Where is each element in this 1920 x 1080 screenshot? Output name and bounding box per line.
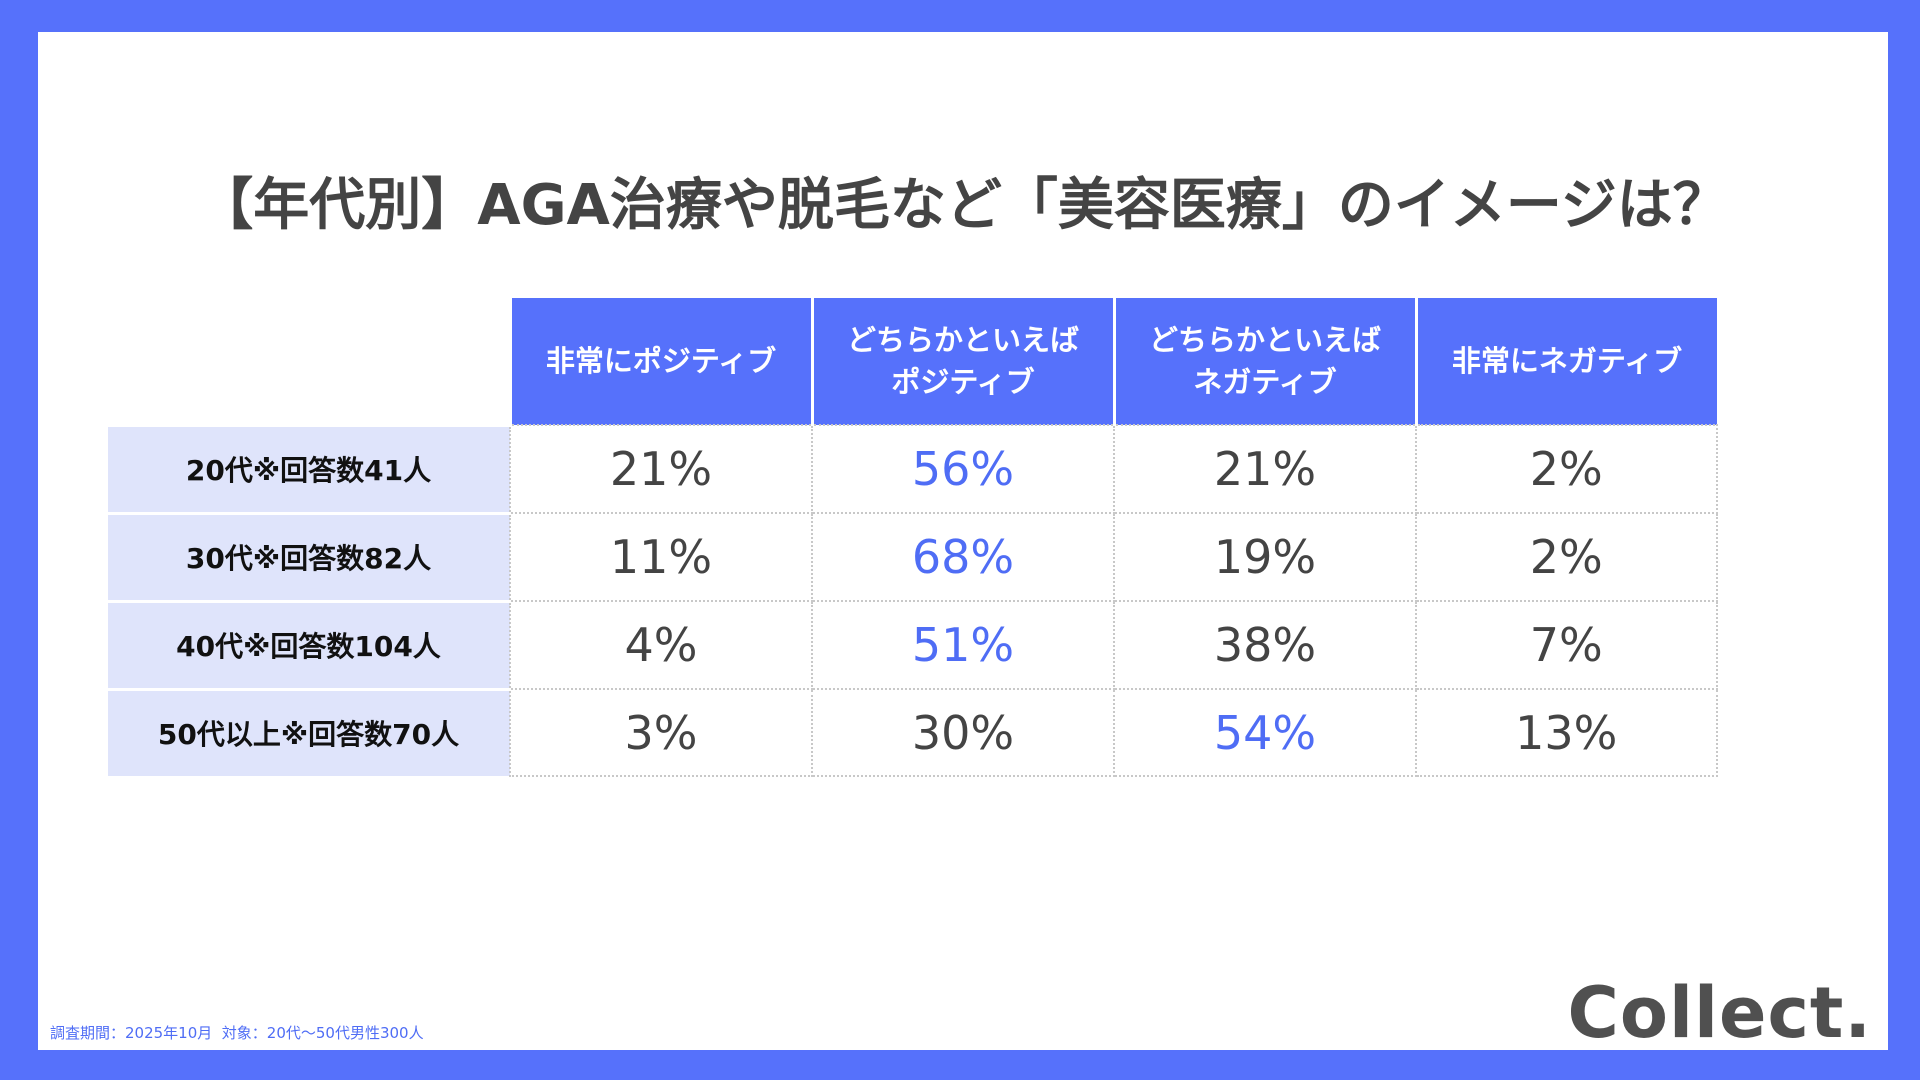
header-line: 非常にネガティブ — [1451, 343, 1683, 378]
header-line: どちらかといえば — [1148, 322, 1381, 357]
header-line: どちらかといえば — [846, 322, 1079, 357]
value-cell: 2% — [1415, 424, 1718, 514]
value-cell: 68% — [811, 512, 1115, 602]
value-cell: 38% — [1113, 600, 1417, 690]
row-label: 20代※回答数41人 — [108, 423, 510, 513]
header-row: 非常にポジティブ どちらかといえば ポジティブ どちらかといえば ネガティブ 非常にネガテ… — [108, 298, 1717, 425]
header-line: 非常にポジティブ — [545, 343, 777, 378]
table: 非常にポジティブ どちらかといえば ポジティブ どちらかといえば ネガティブ 非常にネガテ… — [108, 298, 1718, 777]
row-label: 30代※回答数82人 — [108, 511, 510, 601]
column-header: 非常にネガティブ — [1414, 298, 1717, 425]
table-row: 30代※回答数82人 11% 68% 19% 2% — [108, 511, 1718, 602]
value-cell: 13% — [1415, 688, 1718, 777]
value-cell: 7% — [1415, 600, 1718, 690]
title: 【年代別】AGA治療や脱毛など「美容医療」のイメージは？ — [197, 173, 1729, 238]
row-label: 50代以上※回答数70人 — [108, 687, 510, 776]
column-header: どちらかといえば ネガティブ — [1112, 298, 1416, 425]
value-cell: 30% — [811, 688, 1115, 777]
column-header: どちらかといえば ポジティブ — [810, 298, 1114, 425]
value-cell: 21% — [509, 424, 813, 514]
table-row: 20代※回答数41人 21% 56% 21% 2% — [108, 423, 1718, 514]
panel: 【年代別】AGA治療や脱毛など「美容医療」のイメージは？ 非常にポジティブ どちら… — [38, 32, 1888, 1054]
row-label: 40代※回答数104人 — [108, 599, 510, 689]
column-header: 非常にポジティブ — [508, 298, 812, 425]
value-cell: 56% — [811, 424, 1115, 514]
header-line: ネガティブ — [1193, 365, 1337, 399]
value-cell: 19% — [1113, 512, 1417, 602]
value-cell: 51% — [811, 600, 1115, 690]
value-cell: 2% — [1415, 512, 1718, 602]
value-cell: 4% — [509, 600, 813, 690]
footnote: 調査期間：2025年10月 対象：20代〜50代男性300人 — [50, 1024, 424, 1042]
corner-cell — [108, 298, 510, 425]
table-row: 40代※回答数104人 4% 51% 38% 7% — [108, 599, 1718, 690]
table-row: 50代以上※回答数70人 3% 30% 54% 13% — [108, 687, 1718, 777]
logo: Collect. — [1567, 972, 1872, 1054]
value-cell: 3% — [509, 688, 813, 777]
value-cell: 21% — [1113, 424, 1417, 514]
header-line: ポジティブ — [891, 365, 1035, 399]
value-cell: 11% — [509, 512, 813, 602]
value-cell: 54% — [1113, 688, 1417, 777]
